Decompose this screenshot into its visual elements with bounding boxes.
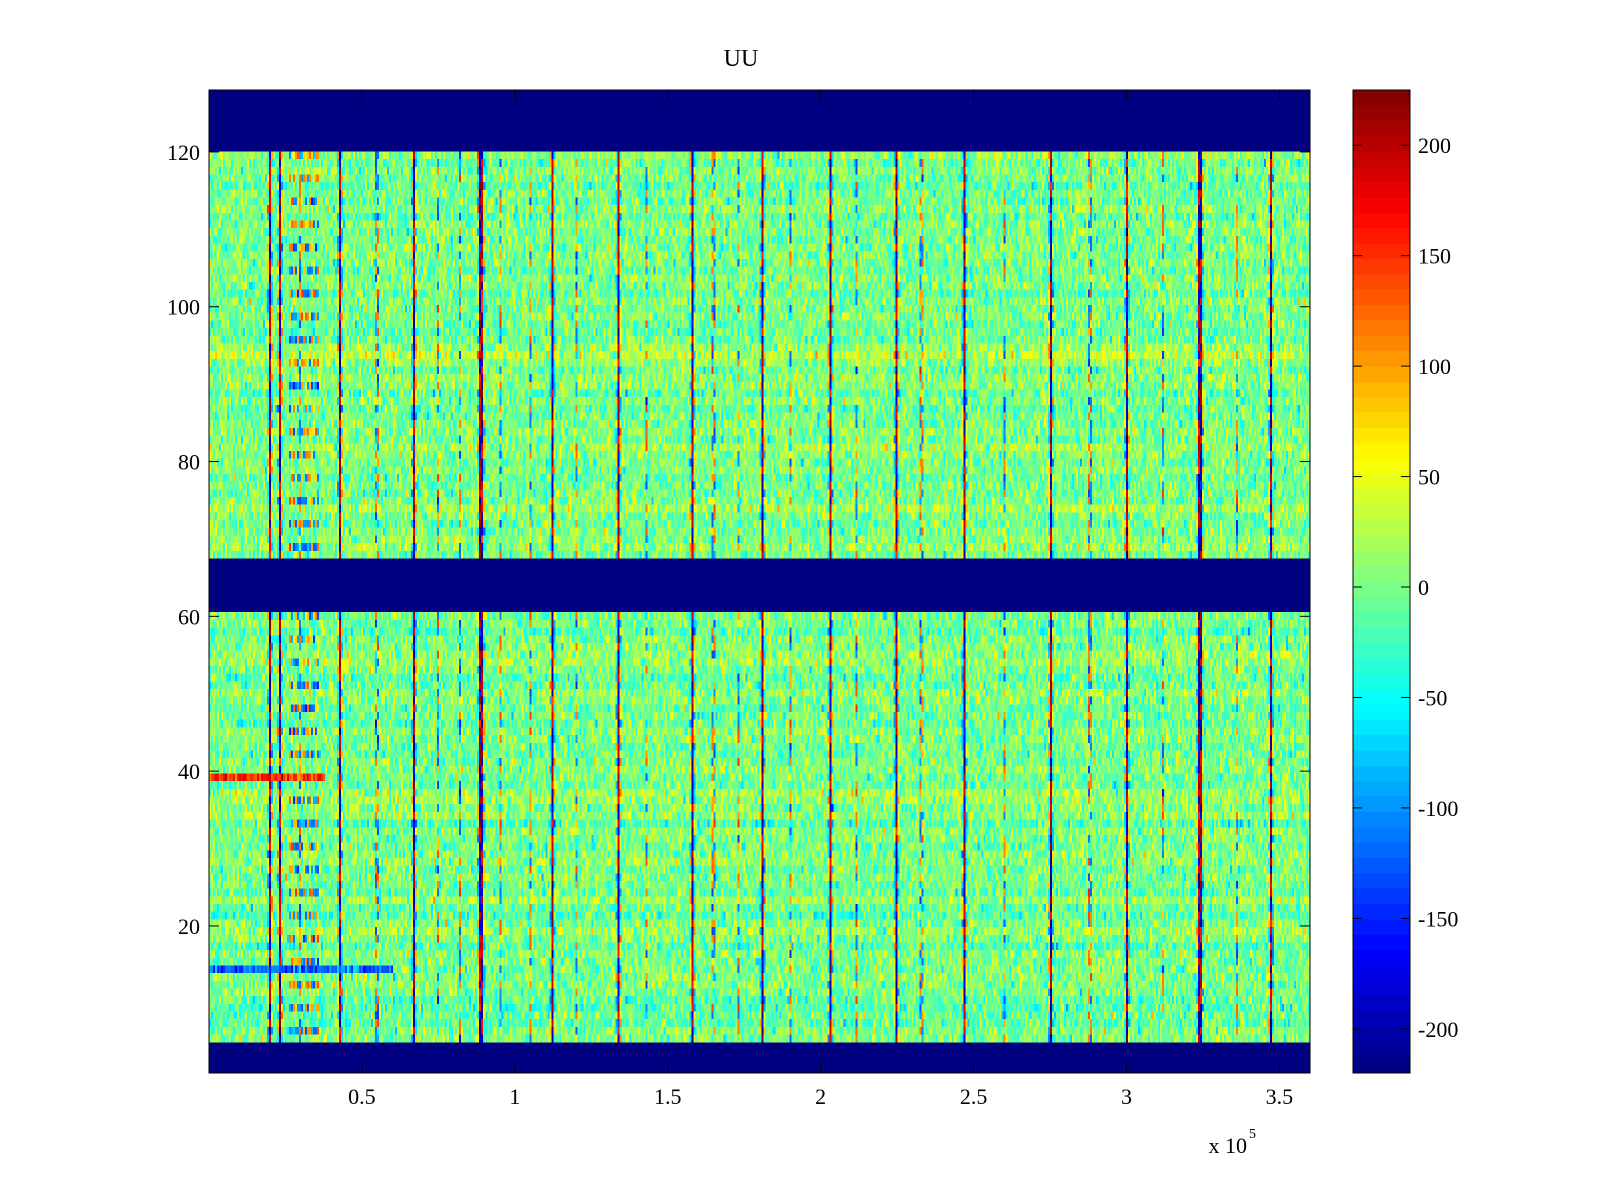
x-tick-label: 3.5 (1266, 1084, 1294, 1109)
colorbar-tick-label: 0 (1418, 575, 1429, 600)
colorbar-tick-label: 200 (1418, 133, 1451, 158)
colorbar-gradient (1353, 90, 1410, 1073)
colorbar-tick-label: -50 (1418, 685, 1447, 710)
colorbar-tick-label: -150 (1418, 906, 1458, 931)
colorbar-tick-label: 50 (1418, 465, 1440, 490)
x-tick-label: 0.5 (348, 1084, 376, 1109)
x-exponent-power: 5 (1249, 1127, 1256, 1142)
y-tick-label: 40 (178, 759, 200, 784)
y-tick-label: 120 (167, 140, 200, 165)
colorbar-tick-label: -100 (1418, 796, 1458, 821)
colorbar-tick-label: 100 (1418, 354, 1451, 379)
heatmap (209, 90, 1310, 1073)
x-exponent-label: x 10 5 (1209, 1127, 1257, 1158)
heatmap-raster (209, 90, 1310, 1073)
y-tick-label: 60 (178, 604, 200, 629)
x-tick-label: 2 (815, 1084, 826, 1109)
colorbar-tick-label: 150 (1418, 244, 1451, 269)
x-tick-label: 1.5 (654, 1084, 682, 1109)
colorbar-tick-label: -200 (1418, 1017, 1458, 1042)
y-tick-label: 80 (178, 450, 200, 475)
axes: 0.5 1 1.5 2 2.5 3 3.5 20 40 60 80 100 120 (167, 89, 1311, 1109)
colorbar-frame (1352, 89, 1411, 1074)
y-tick-label: 20 (178, 914, 200, 939)
chart-title: UU (724, 46, 759, 72)
y-tick-label: 100 (167, 295, 200, 320)
x-tick-label: 2.5 (960, 1084, 988, 1109)
colorbar: 200 150 100 50 0 -50 -100 -150 -200 (1352, 89, 1458, 1074)
x-tick-label: 3 (1121, 1084, 1132, 1109)
x-tick-label: 1 (509, 1084, 520, 1109)
x-exponent-base: x 10 (1209, 1133, 1248, 1158)
plot-frame (208, 89, 1311, 1074)
